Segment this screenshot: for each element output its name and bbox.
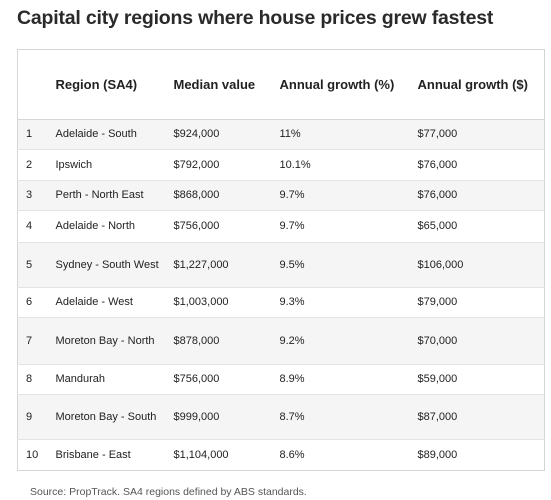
table-row: 7 Moreton Bay - North $878,000 9.2% $70,… (18, 318, 545, 365)
growth-dollar-cell: $106,000 (410, 243, 545, 288)
median-value-cell: $999,000 (166, 395, 272, 440)
table-row: 9 Moreton Bay - South $999,000 8.7% $87,… (18, 395, 545, 440)
growth-dollar-cell: $89,000 (410, 440, 545, 471)
growth-pct-cell: 8.7% (272, 395, 410, 440)
growth-pct-cell: 9.3% (272, 288, 410, 318)
growth-pct-cell: 9.2% (272, 318, 410, 365)
growth-pct-cell: 9.7% (272, 181, 410, 211)
growth-dollar-cell: $65,000 (410, 211, 545, 243)
rank-cell: 10 (18, 440, 48, 471)
region-cell: Brisbane - East (48, 440, 166, 471)
page-title: Capital city regions where house prices … (17, 7, 493, 30)
table-header-row: Region (SA4) Median value Annual growth … (18, 50, 545, 120)
header-region: Region (SA4) (48, 50, 166, 120)
median-value-cell: $1,003,000 (166, 288, 272, 318)
rank-cell: 6 (18, 288, 48, 318)
region-cell: Adelaide - South (48, 120, 166, 150)
header-annual-growth-pct: Annual growth (%) (272, 50, 410, 120)
growth-pct-cell: 10.1% (272, 150, 410, 181)
source-note: Source: PropTrack. SA4 regions defined b… (30, 486, 307, 498)
table-row: 1 Adelaide - South $924,000 11% $77,000 (18, 120, 545, 150)
house-price-growth-table: Region (SA4) Median value Annual growth … (17, 49, 545, 471)
header-median-value: Median value (166, 50, 272, 120)
growth-pct-cell: 8.6% (272, 440, 410, 471)
rank-cell: 2 (18, 150, 48, 181)
median-value-cell: $868,000 (166, 181, 272, 211)
growth-dollar-cell: $59,000 (410, 365, 545, 395)
table-row: 5 Sydney - South West $1,227,000 9.5% $1… (18, 243, 545, 288)
table-row: 4 Adelaide - North $756,000 9.7% $65,000 (18, 211, 545, 243)
rank-cell: 3 (18, 181, 48, 211)
median-value-cell: $756,000 (166, 365, 272, 395)
table-row: 10 Brisbane - East $1,104,000 8.6% $89,0… (18, 440, 545, 471)
median-value-cell: $792,000 (166, 150, 272, 181)
region-cell: Moreton Bay - North (48, 318, 166, 365)
region-cell: Mandurah (48, 365, 166, 395)
header-annual-growth-dollar: Annual growth ($) (410, 50, 545, 120)
region-cell: Adelaide - North (48, 211, 166, 243)
growth-pct-cell: 8.9% (272, 365, 410, 395)
table-row: 6 Adelaide - West $1,003,000 9.3% $79,00… (18, 288, 545, 318)
median-value-cell: $878,000 (166, 318, 272, 365)
region-cell: Sydney - South West (48, 243, 166, 288)
median-value-cell: $1,104,000 (166, 440, 272, 471)
rank-cell: 5 (18, 243, 48, 288)
region-cell: Adelaide - West (48, 288, 166, 318)
table-row: 8 Mandurah $756,000 8.9% $59,000 (18, 365, 545, 395)
rank-cell: 7 (18, 318, 48, 365)
rank-cell: 9 (18, 395, 48, 440)
median-value-cell: $924,000 (166, 120, 272, 150)
rank-cell: 4 (18, 211, 48, 243)
growth-dollar-cell: $77,000 (410, 120, 545, 150)
rank-cell: 8 (18, 365, 48, 395)
header-rank (18, 50, 48, 120)
region-cell: Moreton Bay - South (48, 395, 166, 440)
growth-pct-cell: 9.5% (272, 243, 410, 288)
region-cell: Ipswich (48, 150, 166, 181)
table-row: 3 Perth - North East $868,000 9.7% $76,0… (18, 181, 545, 211)
growth-dollar-cell: $87,000 (410, 395, 545, 440)
table-row: 2 Ipswich $792,000 10.1% $76,000 (18, 150, 545, 181)
median-value-cell: $756,000 (166, 211, 272, 243)
median-value-cell: $1,227,000 (166, 243, 272, 288)
growth-dollar-cell: $79,000 (410, 288, 545, 318)
growth-dollar-cell: $76,000 (410, 150, 545, 181)
region-cell: Perth - North East (48, 181, 166, 211)
growth-dollar-cell: $70,000 (410, 318, 545, 365)
growth-dollar-cell: $76,000 (410, 181, 545, 211)
growth-pct-cell: 9.7% (272, 211, 410, 243)
rank-cell: 1 (18, 120, 48, 150)
growth-pct-cell: 11% (272, 120, 410, 150)
